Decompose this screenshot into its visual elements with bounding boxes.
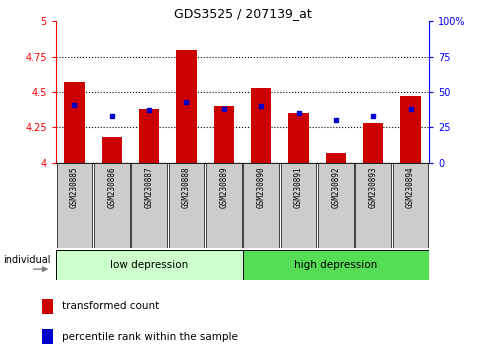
Bar (56, 250, 242, 280)
Text: high depression: high depression (294, 259, 377, 270)
Text: GSM230890: GSM230890 (256, 166, 265, 208)
Text: GSM230891: GSM230891 (293, 166, 302, 208)
Title: GDS3525 / 207139_at: GDS3525 / 207139_at (173, 7, 311, 20)
Text: GSM230886: GSM230886 (107, 166, 116, 208)
Bar (399, 96, 420, 163)
Bar (138, 109, 159, 163)
Bar (325, 153, 346, 163)
Bar (94, 163, 129, 248)
Bar (131, 163, 166, 248)
Bar (64, 82, 85, 163)
Bar (176, 50, 197, 163)
Bar (168, 163, 204, 248)
Bar (57, 163, 92, 248)
Text: low depression: low depression (110, 259, 188, 270)
Bar (213, 106, 234, 163)
Bar (318, 163, 353, 248)
Text: transformed count: transformed count (61, 301, 159, 311)
Text: GSM230889: GSM230889 (219, 166, 228, 208)
Text: percentile rank within the sample: percentile rank within the sample (61, 331, 237, 342)
Bar (362, 123, 383, 163)
Bar (206, 163, 241, 248)
Text: GSM230888: GSM230888 (182, 166, 191, 208)
Bar (242, 250, 428, 280)
Bar (250, 88, 271, 163)
Bar (43, 299, 53, 314)
Bar (287, 113, 308, 163)
Text: individual: individual (3, 255, 50, 265)
Bar (43, 329, 53, 344)
Text: GSM230885: GSM230885 (70, 166, 79, 208)
Text: GSM230892: GSM230892 (331, 166, 340, 208)
Bar (280, 163, 316, 248)
Bar (243, 163, 278, 248)
Bar (101, 137, 122, 163)
Text: GSM230887: GSM230887 (144, 166, 153, 208)
Bar (392, 163, 427, 248)
Bar (355, 163, 390, 248)
Text: GSM230893: GSM230893 (368, 166, 377, 208)
Text: GSM230894: GSM230894 (405, 166, 414, 208)
